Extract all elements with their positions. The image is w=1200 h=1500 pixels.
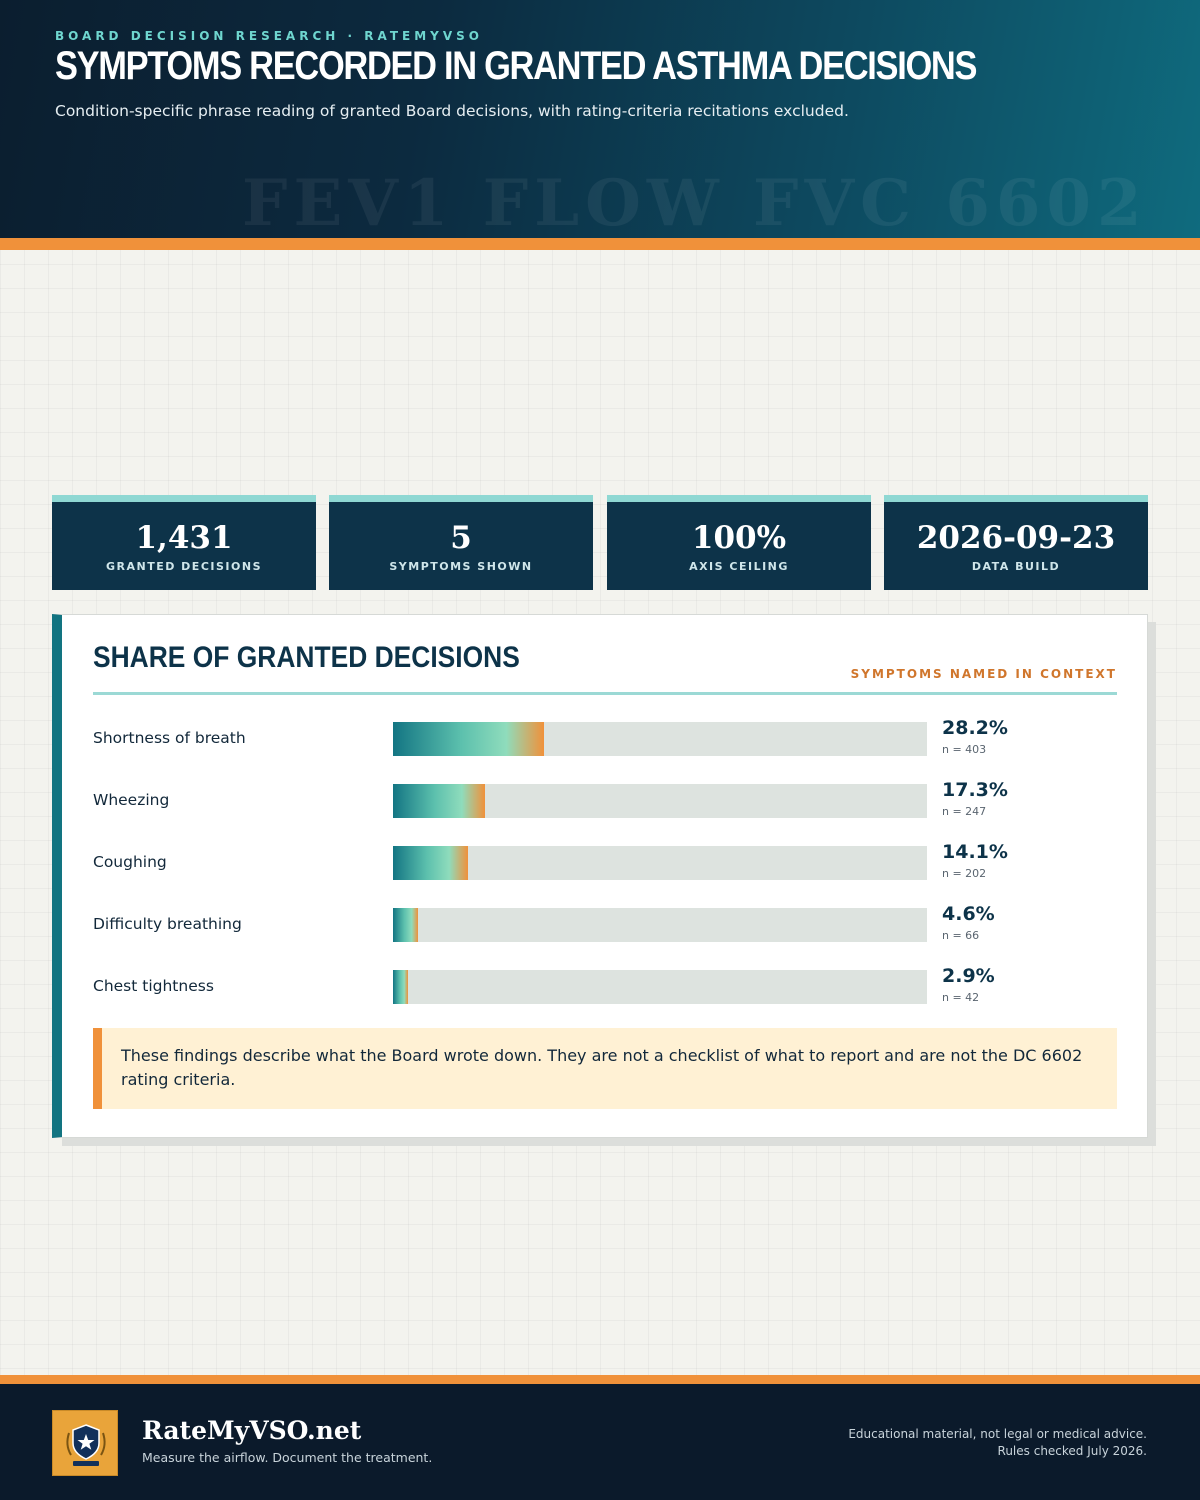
logo [52,1410,118,1476]
kpi-card-granted-decisions: 1,431 GRANTED DECISIONS [52,495,316,590]
bar-label-coughing: Coughing [93,853,167,871]
bar-label-shortness-of-breath: Shortness of breath [93,729,246,747]
kpi-value: 5 [450,520,472,556]
bar-difficulty-breathing [393,908,418,942]
value-label: 2.9% [942,965,995,987]
bar-track [393,784,927,818]
chart-title: SHARE OF GRANTED DECISIONS [93,641,520,674]
bar-chest-tightness [393,970,409,1004]
value-label: 4.6% [942,903,995,925]
kpi-label: DATA BUILD [971,560,1061,573]
bar-label-wheezing: Wheezing [93,791,170,809]
bar-label-chest-tightness: Chest tightness [93,977,214,995]
value-label: 17.3% [942,779,1008,801]
bar-label-difficulty-breathing: Difficulty breathing [93,915,242,933]
shield-star-icon [66,1424,106,1466]
value-label: 28.2% [942,717,1008,739]
kpi-value: 2026-09-23 [916,520,1116,556]
kpi-label: GRANTED DECISIONS [105,560,262,573]
bar-track [393,908,927,942]
bar-track [393,970,927,1004]
header-watermark: FEV1 FLOW FVC 6602 [242,166,1148,238]
page-title: SYMPTOMS RECORDED IN GRANTED ASTHMA DECI… [55,44,977,88]
footer-accent-stripe [0,1375,1200,1384]
page-subtitle: Condition-specific phrase reading of gra… [55,102,849,120]
header-accent-stripe [0,238,1200,250]
bar-shortness-of-breath [393,722,544,756]
caution-note: These findings describe what the Board w… [93,1028,1117,1109]
kpi-label: SYMPTOMS SHOWN [389,560,533,573]
eyebrow-text: BOARD DECISION RESEARCH · RATEMYVSO [55,29,483,43]
bar-coughing [393,846,469,880]
disclaimer-line: Rules checked July 2026. [997,1444,1147,1458]
kpi-card-data-build: 2026-09-23 DATA BUILD [884,495,1148,590]
count-label: n = 247 [942,805,987,818]
count-label: n = 403 [942,743,987,756]
brand-tagline: Measure the airflow. Document the treatm… [142,1450,433,1465]
brand-name: RateMyVSO.net [142,1416,362,1445]
chart-panel: SHARE OF GRANTED DECISIONS SYMPTOMS NAME… [52,614,1148,1138]
kpi-card-symptoms-shown: 5 SYMPTOMS SHOWN [329,495,593,590]
value-label: 14.1% [942,841,1008,863]
header-banner: FEV1 FLOW FVC 6602 BOARD DECISION RESEAR… [0,0,1200,238]
title-divider [93,692,1117,695]
count-label: n = 202 [942,867,987,880]
bar-wheezing [393,784,486,818]
count-label: n = 66 [942,929,980,942]
bar-track [393,846,927,880]
kpi-card-axis-ceiling: 100% AXIS CEILING [607,495,871,590]
bar-track [393,722,927,756]
chart-tag: SYMPTOMS NAMED IN CONTEXT [850,667,1117,681]
kpi-value: 1,431 [135,520,233,556]
count-label: n = 42 [942,991,980,1004]
footer: RateMyVSO.net Measure the airflow. Docum… [0,1384,1200,1500]
kpi-value: 100% [691,520,787,556]
kpi-label: AXIS CEILING [689,560,789,573]
disclaimer: Educational material, not legal or medic… [848,1426,1147,1460]
disclaimer-line: Educational material, not legal or medic… [848,1427,1147,1441]
